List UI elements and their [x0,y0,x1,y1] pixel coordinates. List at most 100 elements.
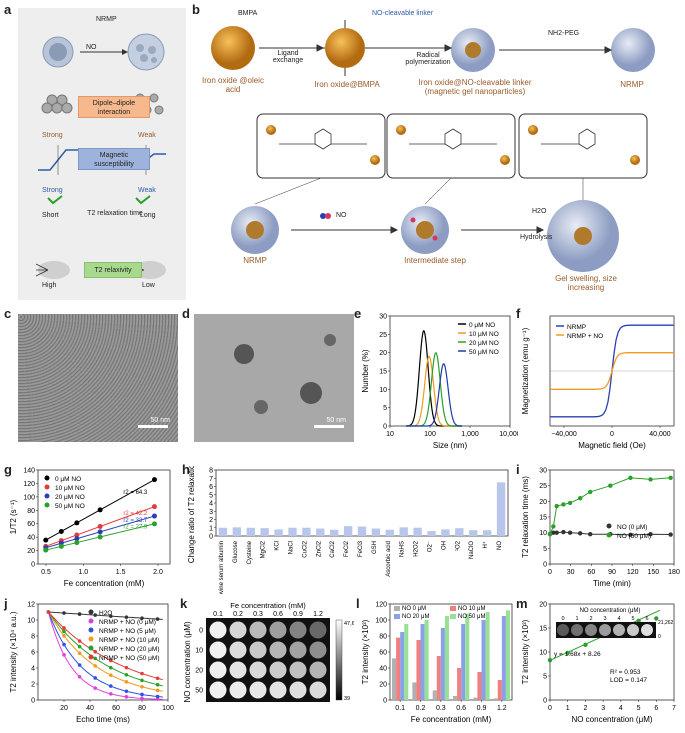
chart-l: Fe concentration (mM) T2 intensity (×10³)… [361,602,513,724]
dipole-box: Dipole–dipole interaction [78,96,150,118]
strong-label-1: Strong [42,132,63,139]
g-legend-marker [44,493,50,499]
m-inset-well [557,624,569,636]
m-xtick-label: 4 [619,705,623,712]
j-data-point [155,682,160,687]
g-ytick-label: 80 [27,508,35,515]
h-bar [441,529,450,536]
chart-m: NO concentration (μM) T2 intensity (×10³)… [521,602,676,725]
l-xlabel: Fe concentration (mM) [411,715,492,724]
l-ytick-label: 120 [375,602,387,609]
l-ytick-label: 40 [379,666,387,673]
i-ytick-label: 0 [543,562,547,569]
g-ytick-label: 140 [23,468,35,475]
m-ylabel: T2 intensity (×10³) [521,619,530,684]
j-data-point [62,653,66,657]
intermediate-icon [401,206,449,254]
k-phantom-well [289,641,307,659]
panel-label-g: g [4,462,12,477]
g-legend-marker [44,502,50,508]
l-bar [412,682,417,700]
h-bar [316,528,325,536]
e-legend-label: 20 μM NO [469,340,499,347]
l-bar [501,616,506,700]
m-inset-well [571,624,583,636]
i-data-point [608,483,613,488]
g-xtick-label: 0.5 [41,569,51,576]
k-row-label: 20 [195,668,203,675]
i-xtick-label: 60 [587,569,595,576]
l-bar [481,620,486,700]
intermediate-label: Intermediate step [404,256,466,265]
i-plot-frame [549,469,675,565]
j-data-point [62,634,66,638]
j-data-point [140,692,144,697]
l-xtick-label: 1.2 [497,705,507,712]
h-ytick-label: 1 [209,525,213,532]
panel-label-h: h [182,462,190,477]
high-label: High [42,282,57,289]
g-legend-marker [44,484,50,490]
m-data-point [636,618,641,623]
m-xtick-label: 2 [583,705,587,712]
h-category-label: FeCl3 [358,540,364,557]
l-bar [396,637,401,700]
l-ytick-label: 20 [379,682,387,689]
k-phantom-well [229,641,247,659]
m-xlabel: NO concentration (μM) [571,715,652,724]
l-bar [465,613,470,700]
l-bar [432,690,437,700]
h-category-label: FeCl2 [344,540,350,557]
k-phantom-well [209,661,227,679]
h-category-label: H⁺ [482,541,489,549]
i-ytick-label: 30 [539,468,547,475]
nrmp-icon [611,28,655,72]
j-data-point [124,615,129,619]
m-inset-tick: 4 [617,616,620,622]
g-data-point [97,507,103,513]
nrmp-top-label: NRMP [620,80,644,89]
j-data-point [93,649,97,654]
i-data-point [554,530,559,535]
g-data-point [74,520,80,526]
g-legend-label: 10 μM NO [55,485,85,492]
k-phantom-well [309,641,327,659]
j-data-point [62,629,66,634]
panel-label-b: b [192,2,200,17]
h-bar [274,529,283,536]
i-data-point [668,532,673,537]
e-ytick-label: 5 [383,405,387,412]
k-phantom-well [309,661,327,679]
i-xtick-label: 90 [608,569,616,576]
h-category-label: NaHS [400,541,406,557]
k-phantom-well [309,681,327,699]
j-data-point [62,626,66,630]
i-ytick-label: 20 [539,499,547,506]
magnetic-gel-icon [451,28,495,72]
i-legend-marker [606,523,612,529]
j-data-point [109,665,113,670]
i-ytick-label: 5 [543,546,547,553]
i-data-point [551,524,556,529]
i-data-point [561,502,566,507]
h-ytick-label: 3 [209,509,213,516]
m-ytick-label: 0 [543,698,547,705]
m-inset-tick: 6 [645,616,648,622]
ligand-exchange-label: Ligand exchange [272,50,304,64]
m-xtick-label: 1 [566,705,570,712]
k-phantom-well [229,621,247,639]
nrmp-bottom-label: NRMP [243,256,267,265]
j-data-point [62,642,66,647]
l-bar [477,672,482,700]
e-series-line [406,362,462,427]
nrmp-bottom-icon [231,206,279,254]
hydrolysis-label: Hydrolysis [520,234,553,241]
h-bar [455,528,464,536]
e-xtick-label: 10 [386,431,394,438]
g-ylabel: 1/T2 (s⁻¹) [9,499,18,534]
g-legend-label: 50 μM NO [55,503,85,510]
h-ytick-label: 5 [209,492,213,499]
h-category-label: O2⁻ [428,541,434,552]
j-data-point [77,651,82,656]
j-data-point [62,611,66,615]
